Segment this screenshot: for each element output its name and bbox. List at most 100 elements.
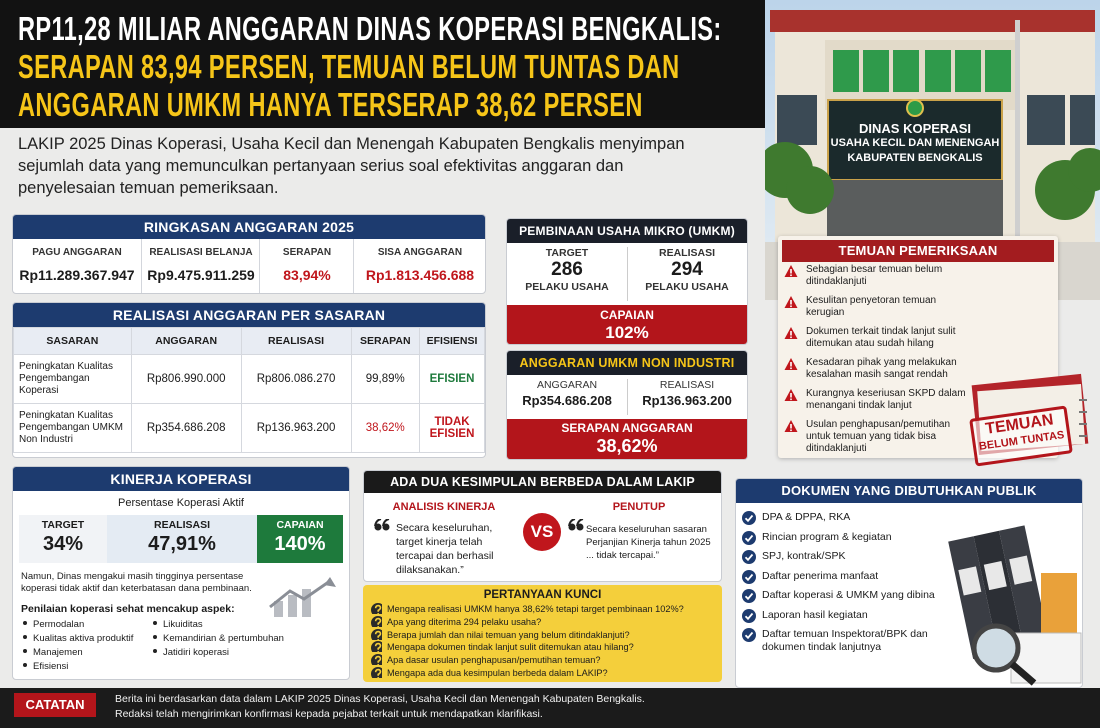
bullet-dot: [153, 621, 157, 625]
question-icon: [371, 615, 382, 627]
sign-line: KABUPATEN BENGKALIS: [847, 152, 983, 164]
summary-panel: RINGKASAN ANGGARAN 2025 PAGU ANGGARAN Rp1…: [12, 214, 486, 294]
aspect: Likuiditas: [151, 619, 203, 630]
realization-panel: REALISASI ANGGARAN PER SASARAN SASARAN AN…: [12, 302, 486, 458]
bullet-dot: [23, 663, 27, 667]
unit: PELAKU USAHA: [525, 281, 609, 293]
question: Mengapa dokumen tindak lanjut sulit dite…: [387, 642, 634, 653]
label: SERAPAN: [282, 247, 332, 258]
subtitle: Persentase Koperasi Aktif: [118, 497, 244, 509]
column-title: PENUTUP: [612, 501, 666, 513]
divider: [627, 247, 628, 301]
value: 83,94%: [283, 267, 331, 283]
warning-icon: [784, 420, 798, 432]
column-header: REALISASI: [240, 327, 352, 355]
value: 47,91%: [148, 533, 216, 555]
question: Apa yang diterima 294 pelaku usaha?: [387, 616, 542, 627]
questions-list: Mengapa realisasi UMKM hanya 38,62% teta…: [371, 603, 716, 681]
headline: ANGGARAN UMKM HANYA TERSERAP 38,62 PERSE…: [18, 86, 643, 123]
table-cell: Peningkatan Kualitas Pengembangan UMKM N…: [13, 403, 132, 453]
achievement: CAPAIAN 102%: [507, 305, 747, 344]
realization-table: SASARAN ANGGARAN REALISASI SERAPAN EFISIENSI…: [13, 327, 485, 453]
aspect: Kemandirian & pertumbuhan: [151, 633, 284, 644]
absorption: SERAPAN ANGGARAN 38,62%: [507, 419, 747, 459]
column-title: ANALISIS KINERJA: [392, 501, 496, 513]
versus-badge: VS: [523, 513, 561, 551]
value: 34%: [42, 533, 84, 555]
check-icon: [742, 511, 756, 525]
document-item: Rincian program & kegiatan: [762, 530, 892, 543]
document-item: SPJ, kontrak/SPK: [762, 550, 846, 562]
question-icon: [371, 641, 382, 653]
summary-item: SERAPAN 83,94%: [259, 239, 354, 293]
aspect: Jatidiri koperasi: [151, 647, 229, 658]
panel-title: REALISASI ANGGARAN PER SASARAN: [13, 303, 485, 327]
target: TARGET 286 PELAKU USAHA: [507, 247, 627, 293]
aspect: Kualitas aktiva produktif: [21, 633, 133, 644]
note-text: Berita ini berdasarkan data dalam LAKIP …: [115, 692, 645, 722]
summary-item: SISA ANGGARAN Rp1.813.456.688: [353, 239, 485, 293]
header: RP11,28 MILIAR ANGGARAN DINAS KOPERASI B…: [0, 0, 770, 128]
document-item: Daftar penerima manfaat: [762, 569, 879, 582]
finding: Kurangnya keseriusan SKPD dalam menangan…: [806, 388, 966, 411]
bullet-dot: [23, 649, 27, 653]
quote: Secara keseluruhan, target kinerja telah…: [396, 522, 494, 576]
panel-title: PEMBINAAN USAHA MIKRO (UMKM): [507, 219, 747, 243]
realization: REALISASI Rp136.963.200: [627, 379, 747, 411]
document-item: DPA & DPPA, RKA: [762, 511, 851, 523]
value: Rp136.963.200: [642, 393, 732, 408]
finding: Usulan penghapusan/pemutihan untuk temua…: [806, 419, 950, 454]
warning-icon: [784, 389, 798, 401]
bullet-dot: [23, 621, 27, 625]
header-row: SASARAN ANGGARAN REALISASI SERAPAN EFISIENSI: [13, 327, 485, 355]
non-industry-panel: ANGGARAN UMKM NON INDUSTRI ANGGARAN Rp35…: [506, 350, 748, 460]
quote-icon: [374, 519, 390, 531]
question: Berapa jumlah dan nilai temuan yang belu…: [387, 629, 630, 640]
table-cell: TIDAK EFISIEN: [419, 403, 485, 453]
value: Rp1.813.456.688: [365, 267, 475, 283]
summary-cells: PAGU ANGGARAN Rp11.289.367.947 REALISASI B…: [13, 239, 485, 293]
value: 102%: [605, 323, 649, 342]
bullet-dot: [23, 635, 27, 639]
table-cell: 99,89%: [350, 354, 421, 404]
value: 294: [671, 259, 703, 280]
check-icon: [742, 530, 756, 545]
document-item: Daftar temuan Inspektorat/BPK dan dokume…: [762, 628, 928, 653]
table-row: Peningkatan Kualitas Pengembangan UMKM N…: [13, 403, 485, 453]
intro: LAKIP 2025 Dinas Koperasi, Usaha Kecil d…: [18, 135, 685, 197]
label: SERAPAN ANGGARAN: [561, 421, 693, 435]
note-label: CATATAN: [14, 693, 96, 717]
divider: [627, 379, 628, 415]
headline: SERAPAN 83,94 PERSEN, TEMUAN BELUM TUNTA…: [18, 48, 680, 85]
umkm-panel: PEMBINAAN USAHA MIKRO (UMKM) TARGET 286 …: [506, 218, 748, 345]
sign-line: DINAS KOPERASI: [859, 121, 971, 136]
note-line: Redaksi telah mengirimkan konfirmasi kep…: [115, 708, 543, 720]
table-cell: Rp354.686.208: [130, 403, 242, 453]
question: Apa dasar usulan penghapusan/pemutihan t…: [387, 655, 601, 666]
office-photo: [765, 0, 1100, 300]
check-icon: [742, 569, 756, 584]
bullet-dot: [153, 649, 157, 653]
note-line: Berita ini berdasarkan data dalam LAKIP …: [115, 693, 645, 705]
panel-title: ANGGARAN UMKM NON INDUSTRI: [507, 351, 747, 375]
stat: TARGET 34%: [19, 515, 107, 563]
performance-stats: TARGET 34% REALISASI 47,91% CAPAIAN 140%: [19, 515, 343, 563]
table-cell: Rp806.086.270: [240, 354, 352, 404]
table-cell: 38,62%: [350, 403, 421, 453]
panel-title: PERTANYAAN KUNCI: [483, 589, 602, 601]
warning-icon: [784, 327, 798, 339]
question-icon: [371, 654, 382, 666]
performance-panel: KINERJA KOPERASI Persentase Koperasi Akt…: [12, 466, 350, 680]
panel-title: RINGKASAN ANGGARAN 2025: [13, 215, 485, 239]
finding: Kesulitan penyetoran temuan kerugian: [806, 295, 937, 318]
summary-item: REALISASI BELANJA Rp9.475.911.259: [141, 239, 260, 293]
warning-icon: [784, 265, 798, 277]
findings-list: Sebagian besar temuan belum ditindaklanj…: [782, 264, 972, 454]
question-icon: [371, 667, 382, 678]
aspect-text: Likuiditas: [163, 619, 203, 630]
aspects-title: Penilaian koperasi sehat mencakup aspek:: [21, 603, 235, 615]
label: SISA ANGGARAN: [377, 247, 463, 258]
panel-title: DOKUMEN YANG DIBUTUHKAN PUBLIK: [736, 479, 1082, 503]
aspect-text: Kualitas aktiva produktif: [33, 633, 134, 644]
value: Rp9.475.911.259: [147, 267, 255, 283]
